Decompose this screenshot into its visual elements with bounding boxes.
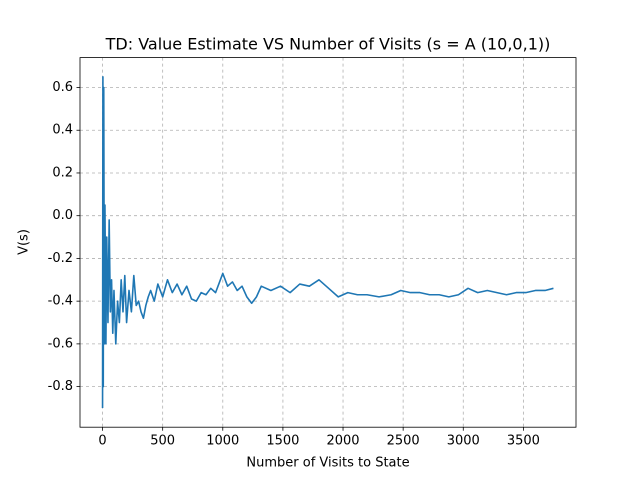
y-tick-label: -0.2 xyxy=(48,251,73,266)
x-axis-label: Number of Visits to State xyxy=(246,456,409,471)
y-tick-label: -0.6 xyxy=(48,336,73,351)
data-line xyxy=(101,76,554,408)
y-tick-label: -0.8 xyxy=(48,379,73,394)
y-tick-label: 0.6 xyxy=(52,80,73,95)
axes-frame xyxy=(79,57,577,428)
y-tick-label: 0.4 xyxy=(52,123,73,138)
x-tick-label: 0 xyxy=(98,434,106,449)
y-tick-label: -0.4 xyxy=(48,294,73,309)
x-tick-label: 2000 xyxy=(326,434,359,449)
x-tick-label: 3000 xyxy=(447,434,480,449)
x-tick-label: 2500 xyxy=(387,434,420,449)
chart-title: TD: Value Estimate VS Number of Visits (… xyxy=(105,35,551,54)
x-tick-label: 3500 xyxy=(507,434,540,449)
x-tick-label: 1500 xyxy=(266,434,299,449)
y-tick-label: 0.0 xyxy=(52,208,73,223)
x-tick-label: 500 xyxy=(150,434,175,449)
y-axis-label: V(s) xyxy=(17,229,32,255)
y-tick-label: 0.2 xyxy=(52,165,73,180)
x-tick-label: 1000 xyxy=(206,434,239,449)
